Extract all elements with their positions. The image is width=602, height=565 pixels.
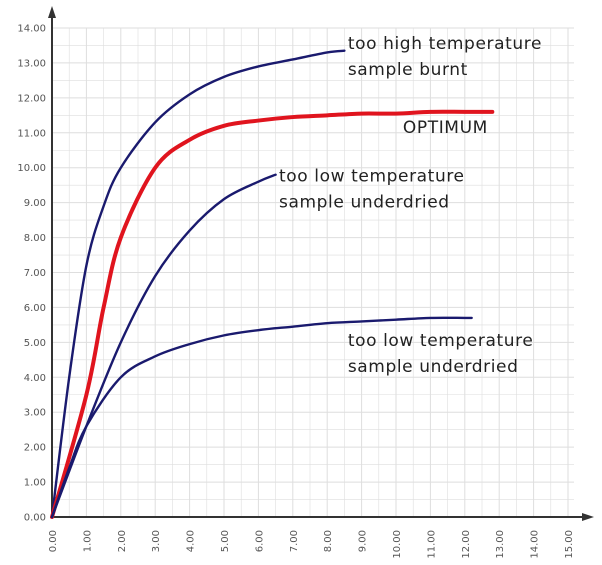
y-tick-label: 3.00 [24,408,46,419]
y-axis-arrow-icon [48,6,56,18]
x-tick-label: 5.00 [220,530,231,552]
x-tick-label: 3.00 [151,530,162,552]
y-tick-label: 5.00 [24,338,46,349]
curve-line-4 [50,316,473,519]
annotation-label: too high temperature [348,34,542,54]
tick-labels: 0.00 1.00 2.00 3.00 4.00 5.00 6.00 7.00 8.00 9.00… [17,24,575,559]
annotations: too high temperature sample burnt OPTIMUM t… [279,34,542,377]
annotation-label: sample underdried [279,193,450,213]
y-tick-label: 0.00 [24,513,46,524]
annotation-label: sample underdried [348,357,519,377]
x-tick-label: 8.00 [323,530,334,552]
annotation-label: too low temperature [279,167,465,187]
y-tick-label: 9.00 [24,198,46,209]
curve-line-2 [50,109,495,519]
x-axis-arrow-icon [582,513,594,521]
y-tick-label: 6.00 [24,303,46,314]
y-tick-label: 10.00 [17,163,46,174]
curve-line-1 [50,49,346,519]
y-tick-label: 14.00 [17,24,46,35]
x-tick-label: 0.00 [48,530,59,552]
y-tick-label: 13.00 [17,58,46,69]
x-tick-label: 12.00 [461,530,472,559]
annotation-label: sample burnt [348,60,468,80]
curves [50,49,495,519]
x-tick-label: 2.00 [117,530,128,552]
x-tick-label: 9.00 [358,530,369,552]
x-tick-label: 14.00 [530,530,541,559]
y-tick-label: 2.00 [24,443,46,454]
grid [51,27,574,518]
axes [48,6,594,521]
y-tick-label: 11.00 [17,128,46,139]
y-tick-label: 4.00 [24,373,46,384]
x-tick-label: 13.00 [495,530,506,559]
x-tick-label: 15.00 [564,530,575,559]
x-tick-label: 6.00 [254,530,265,552]
x-tick-label: 4.00 [186,530,197,552]
y-tick-label: 8.00 [24,233,46,244]
x-tick-label: 7.00 [289,530,300,552]
x-tick-label: 10.00 [392,530,403,559]
annotation-label: too low temperature [348,331,534,351]
y-tick-label: 1.00 [24,478,46,489]
curve-line-3 [50,173,277,519]
annotation-label: OPTIMUM [403,118,488,138]
x-tick-label: 11.00 [426,530,437,559]
x-tick-label: 1.00 [82,530,93,552]
y-tick-label: 12.00 [17,93,46,104]
y-tick-label: 7.00 [24,268,46,279]
